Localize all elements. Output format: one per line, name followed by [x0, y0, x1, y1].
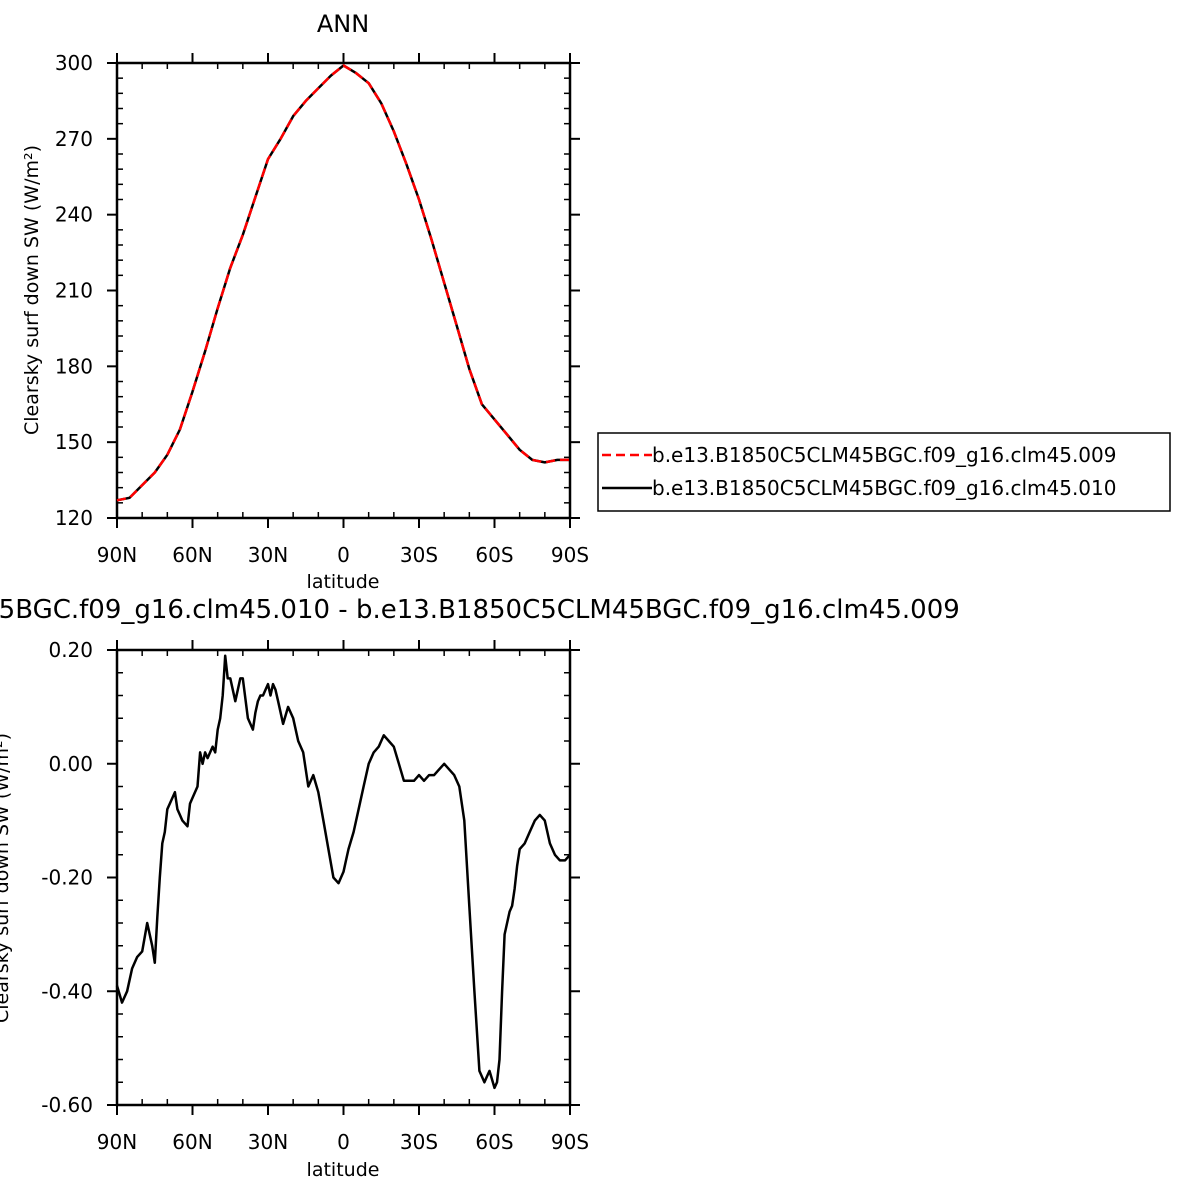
top-y-tick-labels: 120 150 180 210 240 270 300: [55, 51, 93, 530]
top-legend: b.e13.B1850C5CLM45BGC.f09_g16.clm45.009 …: [597, 432, 1171, 512]
bottom-x-tick-label: 30N: [248, 1130, 288, 1154]
top-plot-frame: [115, 61, 572, 520]
top-panel: ANN 120 150 180 210 240 270 300 90N 60N 30N 0 30S 6…: [21, 10, 1171, 593]
top-y-tick-label: 210: [55, 279, 93, 303]
bottom-x-tick-label: 90S: [551, 1130, 589, 1154]
bottom-y-tick-label: -0.60: [41, 1093, 93, 1117]
top-y-tick-label: 150: [55, 430, 93, 454]
bottom-y-tick-label: -0.40: [41, 979, 93, 1003]
bottom-y-tick-labels: -0.60 -0.40 -0.20 0.00 0.20: [41, 638, 93, 1117]
bottom-y-tick-label: 0.00: [48, 752, 93, 776]
top-x-axis-label: latitude: [307, 571, 380, 593]
top-x-tick-labels: 90N 60N 30N 0 30S 60S 90S: [97, 543, 589, 567]
bottom-x-tick-labels: 90N 60N 30N 0 30S 60S 90S: [97, 1130, 589, 1154]
bottom-panel: b.e13.B1850C5CLM45BGC.f09_g16.clm45.010 …: [0, 595, 960, 1181]
top-series-line-0: [116, 64, 570, 502]
bottom-x-axis-label: latitude: [307, 1159, 380, 1181]
bottom-y-axis-label: Clearsky surf down SW (W/m²): [0, 733, 13, 1023]
top-x-tick-label: 30N: [248, 543, 288, 567]
top-series-layer: [116, 64, 570, 502]
top-y-tick-label: 120: [55, 506, 93, 530]
bottom-series-line-0: [115, 654, 571, 1090]
bottom-chart-title: b.e13.B1850C5CLM45BGC.f09_g16.clm45.010 …: [0, 595, 960, 625]
bottom-x-tick-label: 90N: [97, 1130, 137, 1154]
top-x-tick-label: 30S: [400, 543, 438, 567]
top-y-tick-label: 180: [55, 354, 93, 378]
top-y-tick-label: 300: [55, 51, 93, 75]
bottom-series-layer: [115, 654, 571, 1090]
bottom-tick-marks: [107, 640, 580, 1115]
top-x-tick-label: 90N: [97, 543, 137, 567]
top-x-tick-label: 60S: [475, 543, 513, 567]
bottom-y-tick-label: 0.20: [48, 638, 93, 662]
bottom-plot-frame: [115, 648, 572, 1107]
legend-box: [597, 432, 1171, 512]
top-x-tick-label: 0: [337, 543, 350, 567]
top-chart-title: ANN: [317, 10, 369, 38]
top-x-tick-label: 60N: [172, 543, 212, 567]
top-y-axis-label: Clearsky surf down SW (W/m²): [21, 145, 43, 435]
top-y-tick-label: 240: [55, 203, 93, 227]
bottom-y-tick-label: -0.20: [41, 866, 93, 890]
bottom-x-tick-label: 0: [337, 1130, 350, 1154]
bottom-x-tick-label: 30S: [400, 1130, 438, 1154]
top-tick-marks: [107, 53, 580, 528]
bottom-x-tick-label: 60S: [475, 1130, 513, 1154]
bottom-x-tick-label: 60N: [172, 1130, 212, 1154]
top-series-line-1: [116, 64, 570, 502]
legend-label-series-009: b.e13.B1850C5CLM45BGC.f09_g16.clm45.009: [652, 443, 1116, 467]
top-y-tick-label: 270: [55, 127, 93, 151]
legend-label-series-010: b.e13.B1850C5CLM45BGC.f09_g16.clm45.010: [652, 476, 1116, 500]
top-x-tick-label: 90S: [551, 543, 589, 567]
